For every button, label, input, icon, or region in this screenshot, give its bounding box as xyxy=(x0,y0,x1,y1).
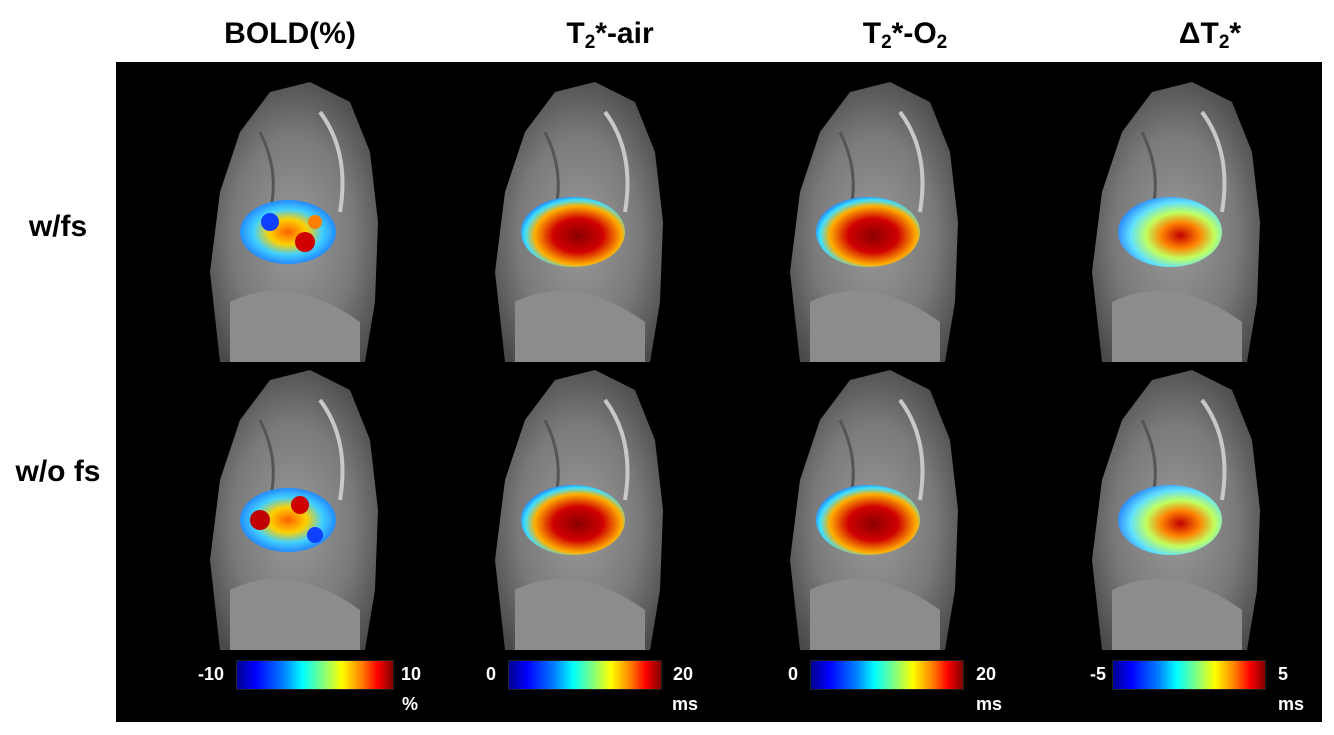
mri-image-t2-air-without-fs xyxy=(495,370,663,650)
row-label-without-fs: w/o fs xyxy=(15,455,101,488)
row-label-with-fs: w/fs xyxy=(28,210,88,243)
column-title-delta-t2: ΔT2* xyxy=(1178,17,1242,53)
column-title-t2-o2: T2*-O2 xyxy=(862,17,948,53)
mri-image-t2-o2-with-fs xyxy=(790,82,958,362)
colorbar-t2-air-unit: ms xyxy=(672,694,699,714)
colorbar-bold xyxy=(236,660,394,690)
colorbar-t2-o2-min: 0 xyxy=(788,664,799,684)
colorbar-delta-t2-unit: ms xyxy=(1278,694,1305,714)
colorbar-delta-t2 xyxy=(1112,660,1266,690)
mri-image-t2-o2-without-fs xyxy=(790,370,958,650)
colorbar-t2-air-min: 0 xyxy=(486,664,497,684)
colorbar-bold-max: 10 xyxy=(401,664,422,684)
colorbar-t2-air-max: 20 xyxy=(673,664,694,684)
colorbar-t2-o2 xyxy=(810,660,964,690)
mri-image-delta-t2-with-fs xyxy=(1092,82,1260,362)
colorbar-bold-unit: % xyxy=(402,694,419,714)
colorbar-t2-air xyxy=(508,660,662,690)
colorbar-t2-o2-max: 20 xyxy=(976,664,997,684)
colorbar-delta-t2-max: 5 xyxy=(1278,664,1289,684)
colorbar-bold-min: -10 xyxy=(198,664,225,684)
column-title-bold: BOLD(%) xyxy=(224,17,356,50)
colorbar-t2-o2-unit: ms xyxy=(976,694,1003,714)
colorbar-delta-t2-min: -5 xyxy=(1090,664,1107,684)
mri-image-bold-with-fs xyxy=(210,82,378,362)
mri-image-t2-air-with-fs xyxy=(495,82,663,362)
mri-image-delta-t2-without-fs xyxy=(1092,370,1260,650)
image-grid-panel: -10 10 % 0 20 ms 0 20 ms -5 5 ms xyxy=(116,62,1322,722)
column-title-t2-air: T2*-air xyxy=(566,17,654,53)
mri-image-bold-without-fs xyxy=(210,370,378,650)
